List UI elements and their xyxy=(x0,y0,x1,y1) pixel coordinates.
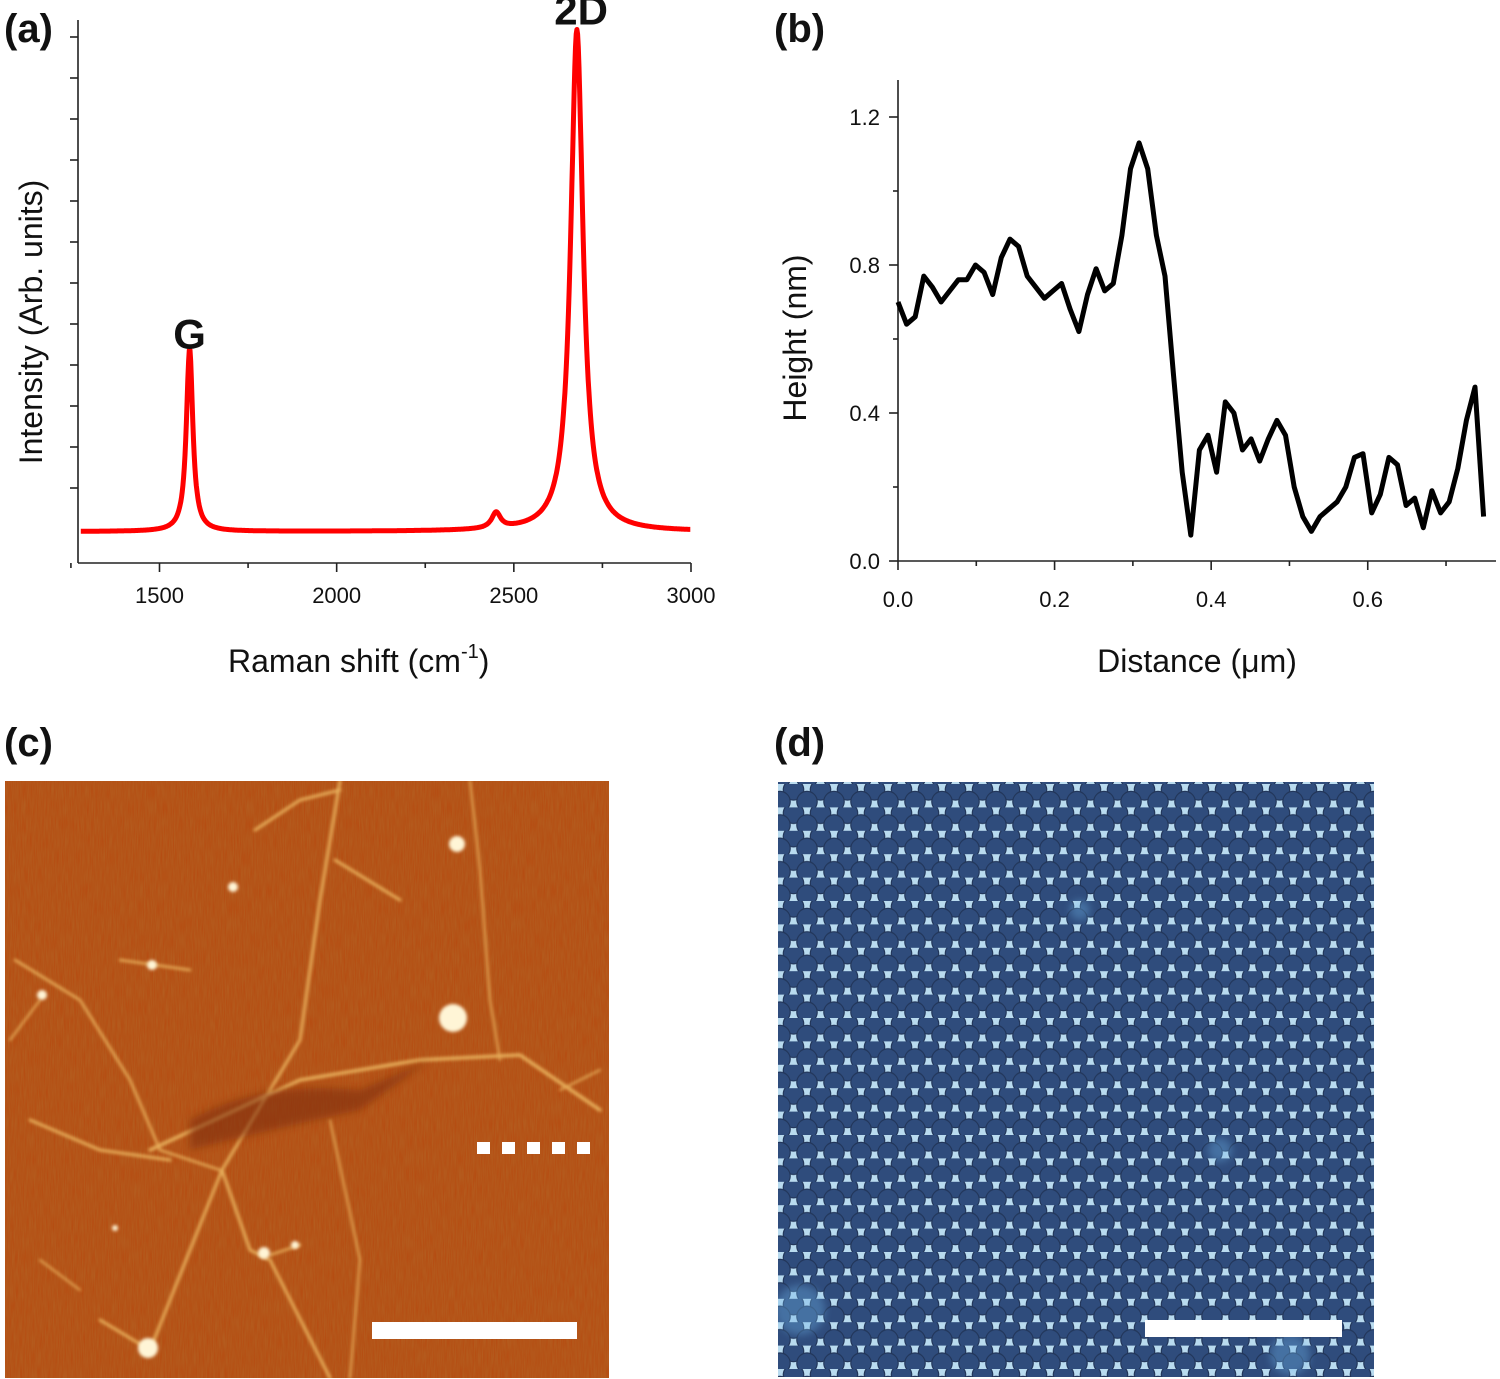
panel-label-b: (b) xyxy=(774,7,825,51)
panel-label-c: (c) xyxy=(4,721,53,765)
afm-series-line xyxy=(895,140,1487,538)
afm-x-tick-label: 0.0 xyxy=(883,587,914,612)
raman-x-ticks: 1500 2000 2500 3000 xyxy=(70,563,716,608)
raman-x-tick-label: 2500 xyxy=(489,583,538,608)
panel-label-a: (a) xyxy=(4,7,53,51)
raman-x-tick-label: 2000 xyxy=(312,583,361,608)
afm-x-tick-label: 0.6 xyxy=(1352,587,1383,612)
raman-peak-label: 2D xyxy=(554,0,608,33)
afm-scan-line-marker xyxy=(477,1142,590,1154)
scan-line-dot xyxy=(577,1142,590,1154)
raman-series-line xyxy=(79,27,693,534)
raman-y-label: Intensity (Arb. units) xyxy=(13,180,49,465)
raman-peak-labels: G 2D xyxy=(173,0,608,358)
raman-x-tick-label: 1500 xyxy=(135,583,184,608)
scale-bar-d xyxy=(1145,1320,1342,1337)
afm-x-tick-label: 0.4 xyxy=(1196,587,1227,612)
afm-x-label: Distance (μm) xyxy=(1097,643,1297,679)
raman-x-label: Raman shift (cm-1) xyxy=(228,641,489,679)
optical-array-image xyxy=(778,782,1374,1377)
scan-line-dot xyxy=(552,1142,565,1154)
afm-topography-image xyxy=(5,781,609,1378)
afm-x-ticks: 0.0 0.2 0.4 0.6 xyxy=(883,561,1447,612)
scan-line-dot xyxy=(502,1142,515,1154)
afm-y-label: Height (nm) xyxy=(777,254,813,421)
afm-y-tick-label: 0.8 xyxy=(849,253,880,278)
scan-line-dot xyxy=(477,1142,490,1154)
afm-y-tick-label: 1.2 xyxy=(849,105,880,130)
afm-y-ticks: 0.0 0.4 0.8 1.2 xyxy=(849,105,898,574)
afm-profile-chart: 0.00.40.81.2 0.0 0.2 0.4 0.6 Distance (μm) … xyxy=(777,80,1496,679)
afm-x-tick-label: 0.2 xyxy=(1039,587,1070,612)
afm-y-tick-label: 0.4 xyxy=(849,401,880,426)
raman-peak-label: G xyxy=(173,311,206,358)
scale-bar-c xyxy=(372,1322,577,1339)
raman-y-ticks xyxy=(70,36,78,489)
afm-y-tick-label: 0.0 xyxy=(849,549,880,574)
raman-x-tick-label: 3000 xyxy=(667,583,716,608)
panel-label-d: (d) xyxy=(774,721,825,765)
raman-chart: 1500 2000 2500 3000 G2D Raman shift (cm-1) … xyxy=(13,0,715,679)
scan-line-dot xyxy=(527,1142,540,1154)
